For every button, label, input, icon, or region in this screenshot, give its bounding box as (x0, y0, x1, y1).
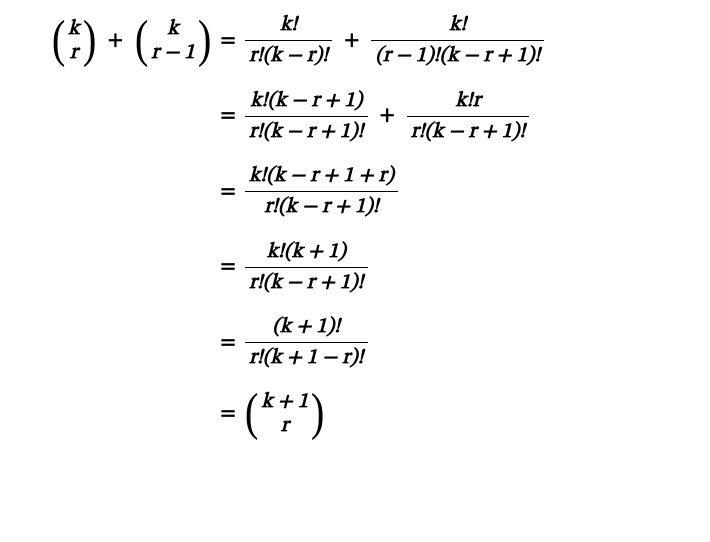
pascal-rule-derivation: ( k r ) + ( k r − 1 ) = k! (0, 0, 710, 468)
fraction: k!(k − r + 1) r!(k − r + 1)! (245, 88, 368, 146)
fraction-bar (245, 40, 332, 41)
fraction: k!r r!(k − r + 1)! (407, 88, 530, 146)
fraction: (k + 1)! r!(k + 1 − r)! (245, 314, 368, 372)
numerator: (k + 1)! (268, 314, 344, 340)
equals-sign: = (213, 330, 243, 356)
binom-bottom: r (281, 414, 289, 438)
equals-sign: = (213, 254, 243, 280)
binom-bottom: r (70, 41, 78, 65)
fraction-bar (245, 342, 368, 343)
denominator: (r − 1)!(k − r + 1)! (371, 43, 544, 69)
plus-sign: + (344, 28, 359, 54)
numerator: k! (445, 12, 470, 38)
rhs-line-4: k!(k + 1) r!(k − r + 1)! (243, 239, 370, 297)
binom-k-r: ( k r ) (50, 17, 98, 65)
rhs-line-5: (k + 1)! r!(k + 1 − r)! (243, 314, 370, 372)
binom-top: k + 1 (261, 390, 308, 414)
equals-sign: = (213, 103, 243, 129)
lparen-icon: ( (135, 19, 149, 62)
lhs: ( k r ) + ( k r − 1 ) (18, 17, 213, 65)
rparen-icon: ) (198, 19, 212, 62)
fraction-bar (245, 191, 398, 192)
equation-line-3: = k!(k − r + 1 + r) r!(k − r + 1)! (18, 163, 692, 221)
numerator: k!r (451, 88, 484, 114)
fraction-bar (245, 267, 368, 268)
equation-line-2: = k!(k − r + 1) r!(k − r + 1)! + k!r r!(… (18, 88, 692, 146)
equation-line-4: = k!(k + 1) r!(k − r + 1)! (18, 239, 692, 297)
fraction-bar (407, 116, 530, 117)
binom-k-r-1: ( k r − 1 ) (133, 17, 213, 65)
denominator: r!(k − r)! (245, 43, 332, 69)
numerator: k! (276, 12, 301, 38)
fraction: k!(k − r + 1 + r) r!(k − r + 1)! (245, 163, 398, 221)
equation-line-5: = (k + 1)! r!(k + 1 − r)! (18, 314, 692, 372)
denominator: r!(k − r + 1)! (245, 119, 368, 145)
rparen-icon: ) (82, 19, 96, 62)
fraction: k! (r − 1)!(k − r + 1)! (371, 12, 544, 70)
rhs-line-2: k!(k − r + 1) r!(k − r + 1)! + k!r r!(k … (243, 88, 531, 146)
denominator: r!(k − r + 1)! (245, 270, 368, 296)
binom-top: k (68, 17, 79, 41)
rhs-line-6: ( k + 1 r ) (243, 390, 326, 438)
equals-sign: = (213, 401, 243, 427)
lparen-icon: ( (245, 392, 259, 435)
equation-line-1: ( k r ) + ( k r − 1 ) = k! (18, 12, 692, 70)
plus-sign: + (108, 28, 123, 54)
fraction-bar (245, 116, 368, 117)
lparen-icon: ( (52, 19, 66, 62)
denominator: r!(k + 1 − r)! (245, 345, 368, 371)
equation-line-6: = ( k + 1 r ) (18, 390, 692, 438)
denominator: r!(k − r + 1)! (407, 119, 530, 145)
rparen-icon: ) (311, 392, 325, 435)
numerator: k!(k − r + 1 + r) (245, 163, 398, 189)
equals-sign: = (213, 179, 243, 205)
binom-top: k (167, 17, 178, 41)
plus-sign: + (380, 103, 395, 129)
binom-bottom: r − 1 (151, 41, 194, 65)
fraction-bar (371, 40, 544, 41)
binom-result: ( k + 1 r ) (243, 390, 326, 438)
numerator: k!(k − r + 1) (246, 88, 366, 114)
fraction: k!(k + 1) r!(k − r + 1)! (245, 239, 368, 297)
numerator: k!(k + 1) (263, 239, 350, 265)
denominator: r!(k − r + 1)! (260, 194, 383, 220)
equals-sign: = (213, 28, 243, 54)
rhs-line-3: k!(k − r + 1 + r) r!(k − r + 1)! (243, 163, 400, 221)
fraction: k! r!(k − r)! (245, 12, 332, 70)
rhs-line-1: k! r!(k − r)! + k! (r − 1)!(k − r + 1)! (243, 12, 546, 70)
